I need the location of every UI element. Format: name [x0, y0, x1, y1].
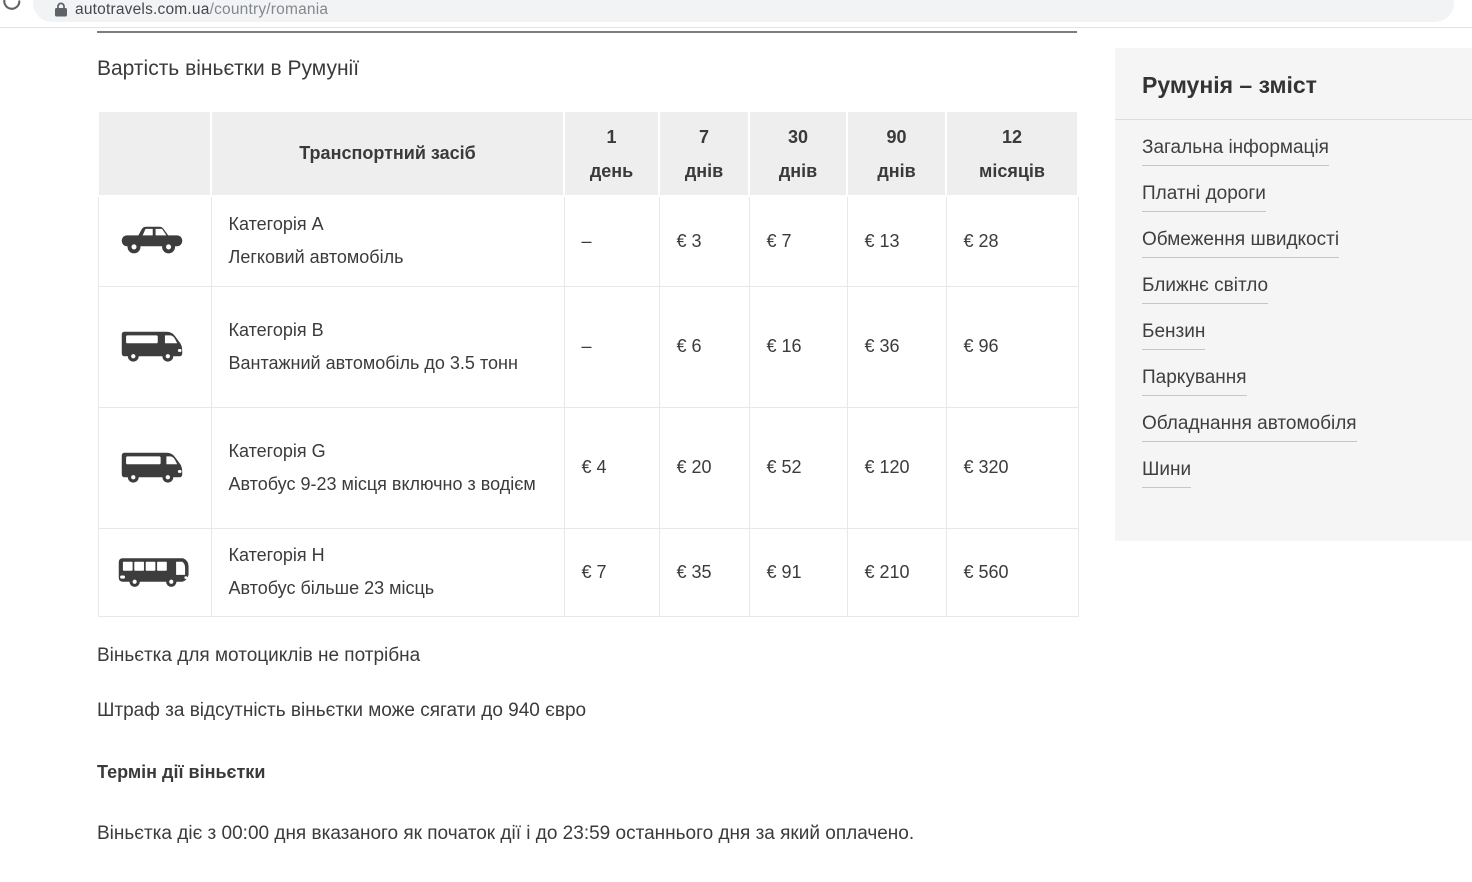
- url-domain: autotravels.com.ua: [75, 1, 210, 18]
- vehicle-cell: Категорія G Автобус 9-23 місця включно з…: [210, 406, 565, 529]
- sidebar-link-car-equipment[interactable]: Обладнання автомобіля: [1142, 413, 1357, 442]
- price-cell: € 13: [846, 195, 947, 287]
- header-period-7days: 7 днів: [658, 110, 750, 197]
- vehicle-description: Вантажний автомобіль до 3.5 тонн: [228, 352, 518, 373]
- section-divider: [97, 31, 1077, 33]
- validity-text: Віньєтка діє з 00:00 дня вказаного як по…: [97, 822, 915, 844]
- sidebar-link-low-beam[interactable]: Ближнє світло: [1142, 275, 1269, 304]
- url-path: /country/romania: [209, 1, 329, 18]
- price-cell: € 4: [563, 406, 660, 529]
- sidebar-link-general-info[interactable]: Загальна інформація: [1142, 137, 1329, 166]
- price-cell: € 36: [846, 285, 947, 408]
- main-content: Вартість віньєтки в Румунії Транспортний…: [97, 27, 1079, 852]
- vehicle-description: Легковий автомобіль: [228, 247, 404, 268]
- vehicle-category: Категорія B: [228, 319, 324, 340]
- price-cell: € 35: [658, 527, 750, 617]
- price-cell: € 96: [945, 285, 1079, 408]
- van-icon: [97, 285, 212, 408]
- reload-icon[interactable]: [1, 0, 23, 17]
- table-row-category-b: Категорія B Вантажний автомобіль до 3.5 …: [97, 285, 1079, 408]
- vehicle-cell: Категорія H Автобус більше 23 місць: [210, 527, 565, 617]
- price-cell: € 560: [945, 527, 1079, 617]
- bus-icon: [97, 527, 212, 617]
- sidebar-divider: [1115, 119, 1472, 120]
- sidebar-link-toll-roads[interactable]: Платні дороги: [1142, 183, 1266, 212]
- period-num: 90: [886, 126, 907, 147]
- price-cell: € 7: [748, 195, 848, 287]
- sidebar-link-fuel[interactable]: Бензин: [1142, 321, 1206, 350]
- vehicle-cell: Категорія A Легковий автомобіль: [210, 195, 565, 287]
- table-row-category-h: Категорія H Автобус більше 23 місць € 7 …: [97, 527, 1079, 617]
- price-cell: € 91: [748, 527, 848, 617]
- price-cell: € 210: [846, 527, 947, 617]
- sidebar-links: Загальна інформація Платні дороги Обмеже…: [1142, 137, 1444, 488]
- lock-icon[interactable]: [54, 2, 68, 17]
- vehicle-category: Категорія H: [228, 545, 325, 565]
- header-period-1day: 1 день: [563, 110, 660, 197]
- url-text[interactable]: autotravels.com.ua/country/romania: [75, 1, 328, 19]
- period-unit: днів: [684, 160, 724, 181]
- vehicle-category: Категорія G: [228, 440, 326, 461]
- sidebar-title: Румунія – зміст: [1142, 72, 1317, 98]
- price-cell: € 7: [563, 527, 660, 617]
- period-num: 12: [1001, 126, 1023, 147]
- price-cell: –: [563, 285, 660, 408]
- vehicle-cell: Категорія B Вантажний автомобіль до 3.5 …: [210, 285, 565, 408]
- vehicle-description: Автобус 9-23 місця включно з водієм: [228, 473, 536, 494]
- header-vehicle: Транспортний засіб: [210, 110, 565, 197]
- price-cell: € 3: [658, 195, 750, 287]
- list-item: Паркування: [1142, 367, 1444, 396]
- note-fine: Штраф за відсутність віньєтки може сягат…: [97, 699, 587, 721]
- vignette-price-table: Транспортний засіб 1 день 7 днів 30 днів…: [97, 110, 1079, 617]
- list-item: Шини: [1142, 459, 1444, 488]
- browser-chrome: autotravels.com.ua/country/romania: [0, 0, 1472, 28]
- address-bar[interactable]: autotravels.com.ua/country/romania: [33, 0, 1454, 22]
- list-item: Платні дороги: [1142, 183, 1444, 212]
- period-num: 7: [698, 126, 709, 147]
- period-unit: днів: [877, 160, 916, 181]
- page-title: Вартість віньєтки в Румунії: [97, 57, 360, 80]
- price-cell: € 16: [748, 285, 848, 408]
- period-num: 30: [787, 126, 809, 147]
- vehicle-category: Категорія A: [228, 214, 324, 235]
- table-row-category-g: Категорія G Автобус 9-23 місця включно з…: [97, 406, 1079, 529]
- price-cell: € 320: [945, 406, 1079, 529]
- price-cell: € 28: [945, 195, 1079, 287]
- sidebar-toc: Румунія – зміст Загальна інформація Плат…: [1115, 48, 1472, 541]
- list-item: Обладнання автомобіля: [1142, 413, 1444, 442]
- period-unit: день: [589, 160, 634, 181]
- price-cell: –: [563, 195, 660, 287]
- list-item: Бензин: [1142, 321, 1444, 350]
- header-period-12months: 12 місяців: [945, 110, 1079, 197]
- price-cell: € 6: [658, 285, 750, 408]
- price-cell: € 20: [658, 406, 750, 529]
- sidebar-link-parking[interactable]: Паркування: [1142, 367, 1247, 396]
- sidebar-link-tires[interactable]: Шини: [1142, 459, 1192, 488]
- validity-heading: Термін дії віньєтки: [97, 761, 266, 782]
- minibus-icon: [97, 406, 212, 529]
- vehicle-description: Автобус більше 23 місць: [228, 578, 435, 598]
- header-period-30days: 30 днів: [748, 110, 848, 197]
- period-num: 1: [606, 126, 617, 147]
- list-item: Загальна інформація: [1142, 137, 1444, 166]
- sidebar-link-speed-limits[interactable]: Обмеження швидкості: [1142, 229, 1340, 258]
- period-unit: місяців: [979, 160, 1045, 181]
- car-icon: [97, 195, 212, 287]
- price-cell: € 52: [748, 406, 848, 529]
- header-icon-cell: [97, 110, 212, 197]
- list-item: Ближнє світло: [1142, 275, 1444, 304]
- period-unit: днів: [778, 160, 818, 181]
- price-cell: € 120: [846, 406, 947, 529]
- header-period-90days: 90 днів: [846, 110, 947, 197]
- table-row-category-a: Категорія A Легковий автомобіль – € 3 € …: [97, 195, 1079, 287]
- table-header-row: Транспортний засіб 1 день 7 днів 30 днів…: [97, 110, 1079, 197]
- list-item: Обмеження швидкості: [1142, 229, 1444, 258]
- note-motorcycle: Віньєтка для мотоциклів не потрібна: [97, 644, 421, 666]
